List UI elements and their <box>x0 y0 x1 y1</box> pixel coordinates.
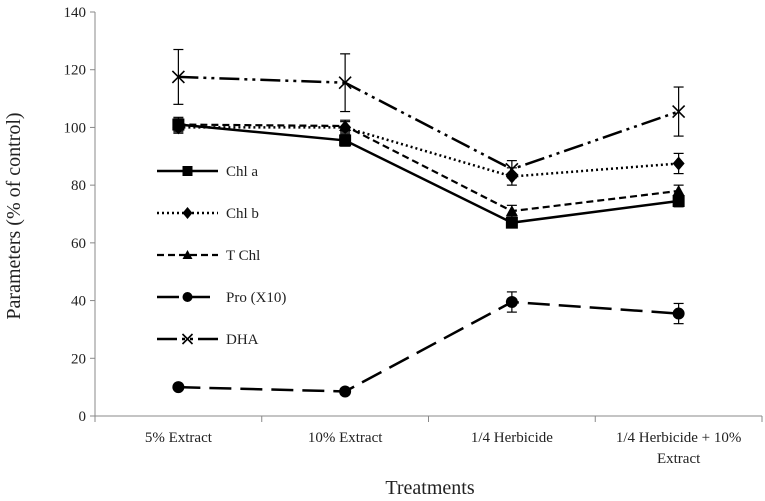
marker-square <box>505 216 518 229</box>
series-t-chl <box>172 118 685 218</box>
series-line <box>178 300 679 393</box>
marker-square <box>672 195 685 208</box>
x-axis-label: Treatments <box>385 477 474 499</box>
x-tick-label: 1/4 Herbicide <box>471 430 553 446</box>
marker-x-stroke <box>505 162 519 176</box>
series-dha <box>171 48 686 179</box>
legend-label: T Chl <box>226 248 260 264</box>
marker-circle <box>672 307 685 320</box>
marker-triangle <box>505 205 518 217</box>
marker-x <box>171 70 185 84</box>
legend-item: T Chl <box>157 248 260 264</box>
marker-x-stroke <box>672 104 686 119</box>
y-tick-label: 100 <box>64 120 87 136</box>
legend-label: Chl a <box>226 164 258 180</box>
y-tick-label: 0 <box>79 409 87 425</box>
legend: Chl a Chl b T Chl Pro (X10) DHA <box>157 164 286 348</box>
marker-square <box>182 166 193 176</box>
x-tick-label: 1/4 Herbicide + 10% <box>616 430 742 446</box>
marker-diamond <box>182 207 193 219</box>
marker-triangle <box>172 118 185 130</box>
marker-x <box>505 162 519 176</box>
marker-triangle <box>339 119 352 131</box>
marker-triangle <box>182 250 193 259</box>
marker-x-stroke <box>181 333 194 345</box>
legend-item: Chl b <box>157 206 259 222</box>
marker-square <box>339 134 352 147</box>
series-line <box>178 123 679 224</box>
marker-circle <box>505 296 518 309</box>
series-line <box>178 75 680 171</box>
marker-x <box>338 76 352 90</box>
legend-item: Chl a <box>157 164 258 180</box>
marker-triangle <box>672 184 685 196</box>
y-tick-label: 40 <box>71 294 86 310</box>
legend-item: Pro (X10) <box>157 290 286 306</box>
marker-diamond <box>672 156 685 171</box>
marker-x <box>181 333 194 345</box>
series-pro-x10 <box>172 291 685 398</box>
marker-circle <box>182 292 193 302</box>
y-axis-label: Parameters (% of control) <box>3 112 25 319</box>
series-layer <box>171 48 686 398</box>
marker-circle <box>339 385 352 398</box>
x-tick-label: 10% Extract <box>308 430 383 446</box>
axes: 0 20 40 60 80 100 120 140 5% Extract 10% Extract 1… <box>64 5 763 467</box>
legend-label: Chl b <box>226 206 259 222</box>
legend-label: DHA <box>226 332 259 348</box>
legend-label: Pro (X10) <box>226 290 286 306</box>
x-tick-label: 5% Extract <box>145 430 213 446</box>
series-line <box>178 123 679 213</box>
x-tick-label: Extract <box>657 451 701 467</box>
y-tick-label: 80 <box>71 178 86 194</box>
marker-x-stroke <box>338 76 352 90</box>
y-tick-label: 140 <box>64 5 87 21</box>
y-tick-label: 120 <box>64 63 87 79</box>
marker-circle <box>172 381 185 394</box>
marker-x-stroke <box>171 70 185 84</box>
marker-x <box>672 104 686 119</box>
y-tick-label: 20 <box>71 351 86 367</box>
legend-item: DHA <box>157 332 259 348</box>
y-tick-label: 60 <box>71 236 86 252</box>
